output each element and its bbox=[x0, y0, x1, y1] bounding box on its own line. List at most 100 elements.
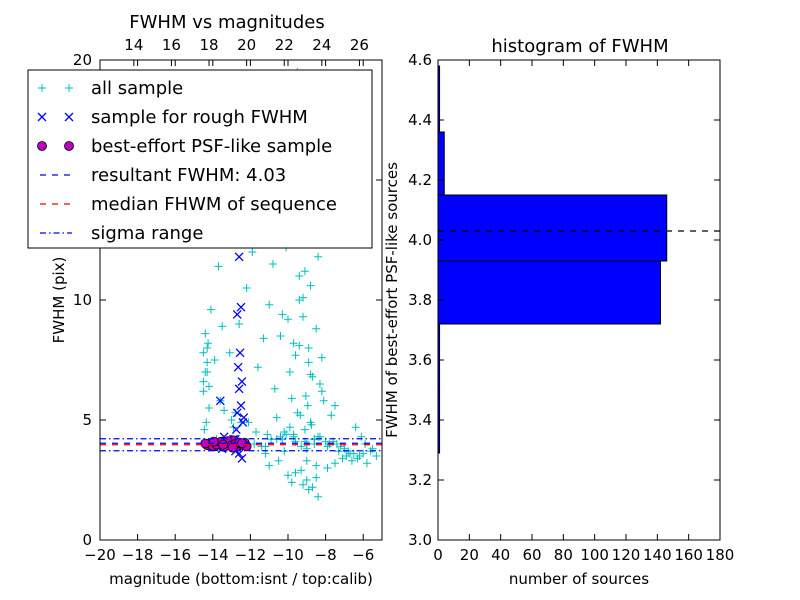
histogram-x-label: number of sources bbox=[509, 570, 649, 588]
data-point bbox=[237, 377, 247, 387]
data-point bbox=[312, 473, 321, 482]
data-point bbox=[236, 401, 246, 411]
data-point bbox=[278, 310, 287, 319]
data-point bbox=[302, 476, 311, 484]
data-point bbox=[233, 362, 243, 372]
x-tick-label: 140 bbox=[643, 546, 672, 564]
scatter-y-label: FWHM (pix) bbox=[50, 257, 68, 344]
data-point bbox=[306, 370, 315, 379]
data-point bbox=[306, 418, 315, 427]
data-point bbox=[282, 430, 291, 439]
data-point bbox=[270, 384, 279, 393]
y-tick-label: 4.6 bbox=[408, 51, 432, 69]
data-point bbox=[232, 309, 242, 319]
data-point bbox=[289, 432, 298, 441]
data-point bbox=[206, 305, 215, 314]
data-point bbox=[261, 442, 270, 451]
data-point bbox=[274, 456, 283, 465]
histogram-bars bbox=[437, 65, 668, 454]
y-tick-label: 3.8 bbox=[408, 291, 432, 309]
scatter-x-label: magnitude (bottom:isnt / top:calib) bbox=[109, 570, 373, 588]
data-point bbox=[248, 248, 257, 256]
data-point bbox=[285, 423, 294, 432]
top-x-tick-label: 16 bbox=[162, 36, 181, 54]
y-tick-label: 4.0 bbox=[408, 231, 432, 249]
y-tick-label: 20 bbox=[73, 51, 92, 69]
x-tick-label: −14 bbox=[197, 546, 229, 564]
data-point bbox=[287, 478, 296, 487]
data-point bbox=[314, 252, 323, 261]
data-point bbox=[272, 413, 281, 422]
data-point bbox=[227, 416, 236, 424]
y-tick-label: 3.0 bbox=[408, 531, 432, 549]
data-point bbox=[203, 344, 212, 352]
data-point bbox=[301, 392, 310, 400]
data-point bbox=[353, 454, 362, 463]
data-point bbox=[263, 430, 272, 439]
top-x-tick-label: 18 bbox=[199, 36, 218, 54]
data-point bbox=[215, 396, 225, 406]
data-point bbox=[331, 401, 339, 410]
legend-label: sample for rough FWHM bbox=[91, 107, 308, 128]
y-tick-label: 4.4 bbox=[408, 111, 432, 129]
data-point bbox=[299, 480, 308, 489]
data-point bbox=[357, 432, 366, 441]
data-point bbox=[244, 418, 253, 427]
data-point bbox=[314, 492, 323, 501]
data-point bbox=[310, 440, 319, 448]
data-point bbox=[200, 425, 209, 434]
data-point bbox=[303, 401, 312, 410]
data-point bbox=[327, 411, 336, 420]
data-point bbox=[323, 464, 332, 472]
data-point bbox=[242, 284, 251, 292]
x-tick-label: 120 bbox=[612, 546, 641, 564]
histogram-axes: 0 20 40 60 80 100 120 140 160 180 3.0 3.2 3.4 3.6 3.8 4… bbox=[408, 51, 734, 564]
legend-entry: resultant FWHM: 4.03 bbox=[40, 165, 286, 186]
data-point bbox=[218, 322, 227, 331]
data-point bbox=[252, 428, 261, 436]
data-point bbox=[210, 356, 219, 364]
y-tick-label: 0 bbox=[82, 531, 92, 549]
reference-lines bbox=[100, 438, 382, 452]
data-point bbox=[295, 272, 304, 280]
x-tick-label: −18 bbox=[122, 546, 154, 564]
data-point bbox=[299, 293, 308, 302]
data-point bbox=[291, 351, 300, 360]
top-x-tick-label: 20 bbox=[237, 36, 256, 54]
top-x-tick-label: 14 bbox=[124, 36, 143, 54]
data-point bbox=[199, 348, 208, 357]
histogram-bar bbox=[437, 260, 661, 325]
data-point bbox=[204, 339, 213, 348]
data-point bbox=[300, 267, 309, 276]
legend-marker-swatch bbox=[37, 112, 47, 122]
data-point bbox=[312, 461, 321, 470]
data-point bbox=[299, 312, 308, 321]
top-x-tick-label: 22 bbox=[275, 36, 294, 54]
data-point bbox=[289, 339, 298, 348]
legend-marker-swatch bbox=[37, 141, 47, 151]
legend-entry: sigma range bbox=[40, 223, 203, 244]
legend-label: best-effort PSF-like sample bbox=[91, 136, 332, 157]
x-tick-label: 180 bbox=[706, 546, 735, 564]
data-point bbox=[214, 262, 223, 271]
data-point bbox=[331, 459, 339, 468]
histogram-y-label: FWHM of best-effort PSF-like sources bbox=[383, 162, 401, 438]
data-point bbox=[265, 300, 274, 309]
data-point bbox=[203, 358, 212, 367]
data-point bbox=[259, 334, 268, 343]
data-point bbox=[284, 315, 292, 324]
legend-marker-swatch bbox=[65, 84, 73, 92]
data-point bbox=[203, 368, 212, 376]
legend-entry: median FHWM of sequence bbox=[40, 194, 337, 215]
histogram-panel: 0 20 40 60 80 100 120 140 160 180 3.0 3.2 3.4 3.6 3.8 4… bbox=[383, 36, 734, 588]
data-point bbox=[304, 358, 313, 367]
legend-label: resultant FWHM: 4.03 bbox=[91, 165, 286, 186]
data-point bbox=[347, 456, 356, 465]
x-tick-label: −16 bbox=[159, 546, 191, 564]
data-point bbox=[237, 453, 247, 463]
x-tick-label: −12 bbox=[235, 546, 267, 564]
data-point bbox=[312, 324, 321, 333]
data-point bbox=[295, 341, 304, 350]
data-point bbox=[306, 281, 315, 290]
